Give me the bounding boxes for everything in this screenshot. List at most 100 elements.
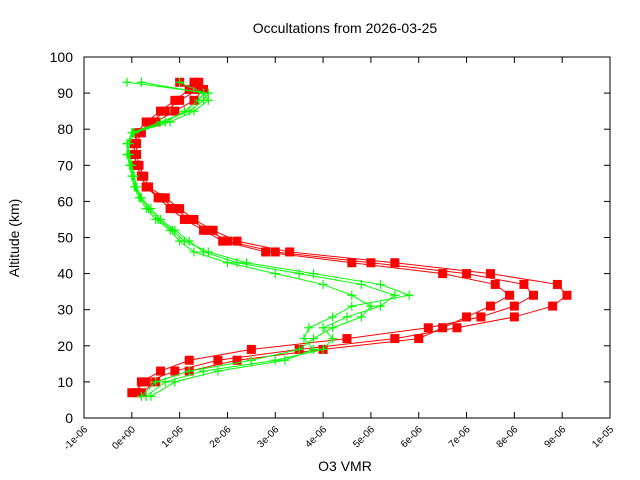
data-point-square — [189, 77, 199, 87]
data-point-plus — [347, 301, 357, 311]
data-point-plus — [136, 391, 146, 401]
data-point-square — [390, 258, 400, 268]
data-point-plus — [128, 128, 138, 138]
data-point-plus — [170, 377, 180, 387]
y-tick-label: 50 — [57, 230, 73, 246]
data-point-plus — [309, 344, 319, 354]
data-point-plus — [404, 290, 414, 300]
data-point-plus — [184, 366, 194, 376]
data-point-square — [366, 258, 376, 268]
data-point-square — [208, 225, 218, 235]
data-point-square — [156, 366, 166, 376]
data-point-plus — [222, 258, 232, 268]
data-point-plus — [280, 355, 290, 365]
data-point-plus — [246, 355, 256, 365]
data-point-square — [175, 204, 185, 214]
data-point-square — [189, 214, 199, 224]
data-point-square — [509, 301, 519, 311]
data-point-plus — [144, 204, 154, 214]
data-point-plus — [304, 323, 314, 333]
data-point-plus — [309, 334, 319, 344]
data-point-plus — [328, 312, 338, 322]
data-point-square — [213, 355, 223, 365]
x-tick-label: 1e-06 — [160, 424, 186, 450]
data-point-square — [146, 117, 156, 127]
y-tick-label: 90 — [57, 85, 73, 101]
data-point-plus — [375, 301, 385, 311]
x-axis-label: O3 VMR — [318, 458, 372, 474]
data-point-plus — [123, 149, 133, 159]
data-point-square — [246, 344, 256, 354]
x-tick-label: 7e-06 — [447, 424, 473, 450]
data-point-plus — [294, 344, 304, 354]
data-point-plus — [356, 312, 366, 322]
data-point-plus — [203, 95, 213, 105]
data-point-square — [414, 334, 424, 344]
data-point-plus — [189, 247, 199, 257]
data-point-plus — [375, 279, 385, 289]
data-point-plus — [135, 193, 145, 203]
data-point-square — [509, 312, 519, 322]
data-point-plus — [309, 269, 319, 279]
data-point-square — [485, 301, 495, 311]
data-point-square — [270, 247, 280, 257]
data-point-square — [141, 377, 151, 387]
data-point-square — [476, 312, 486, 322]
data-point-plus — [179, 106, 189, 116]
series-1-line — [126, 81, 372, 397]
data-point-plus — [122, 77, 132, 87]
y-tick-label: 70 — [57, 157, 73, 173]
data-point-square — [179, 214, 189, 224]
data-point-square — [129, 139, 139, 149]
x-tick-label: 4e-06 — [303, 424, 329, 450]
data-point-square — [423, 323, 433, 333]
data-point-plus — [136, 77, 146, 87]
data-point-square — [165, 204, 175, 214]
x-tick-label: 6e-06 — [399, 424, 425, 450]
x-tick-label: -1e-06 — [62, 424, 91, 453]
data-point-square — [153, 193, 163, 203]
y-tick-label: 10 — [57, 374, 73, 390]
series-1-line — [126, 81, 396, 397]
y-tick-label: 60 — [57, 193, 73, 209]
data-point-square — [189, 95, 199, 105]
data-point-plus — [299, 334, 309, 344]
data-point-square — [184, 355, 194, 365]
data-point-square — [136, 377, 146, 387]
data-point-plus — [242, 258, 252, 268]
data-point-plus — [167, 225, 177, 235]
x-tick-label: 8e-06 — [495, 424, 521, 450]
data-point-plus — [347, 290, 357, 300]
data-point-square — [485, 269, 495, 279]
data-point-plus — [366, 301, 376, 311]
data-point-square — [156, 106, 166, 116]
data-point-square — [261, 247, 271, 257]
data-point-square — [462, 269, 472, 279]
y-tick-label: 0 — [65, 410, 73, 426]
data-point-square — [132, 160, 142, 170]
y-tick-label: 100 — [50, 49, 74, 65]
y-tick-label: 20 — [57, 338, 73, 354]
data-point-square — [519, 279, 529, 289]
data-point-square — [127, 388, 137, 398]
data-point-plus — [294, 269, 304, 279]
data-point-square — [132, 388, 142, 398]
data-point-plus — [194, 95, 204, 105]
x-tick-label: 3e-06 — [256, 424, 282, 450]
data-point-square — [490, 279, 500, 289]
data-point-square — [548, 301, 558, 311]
data-point-plus — [203, 247, 213, 257]
data-point-plus — [131, 182, 141, 192]
data-point-square — [552, 279, 562, 289]
data-point-plus — [199, 88, 209, 98]
data-point-square — [528, 290, 538, 300]
data-point-square — [170, 95, 180, 105]
data-point-square — [184, 214, 194, 224]
plot-marks — [122, 77, 572, 401]
data-point-square — [194, 77, 204, 87]
data-point-square — [452, 323, 462, 333]
data-point-square — [151, 117, 161, 127]
data-point-plus — [153, 214, 163, 224]
